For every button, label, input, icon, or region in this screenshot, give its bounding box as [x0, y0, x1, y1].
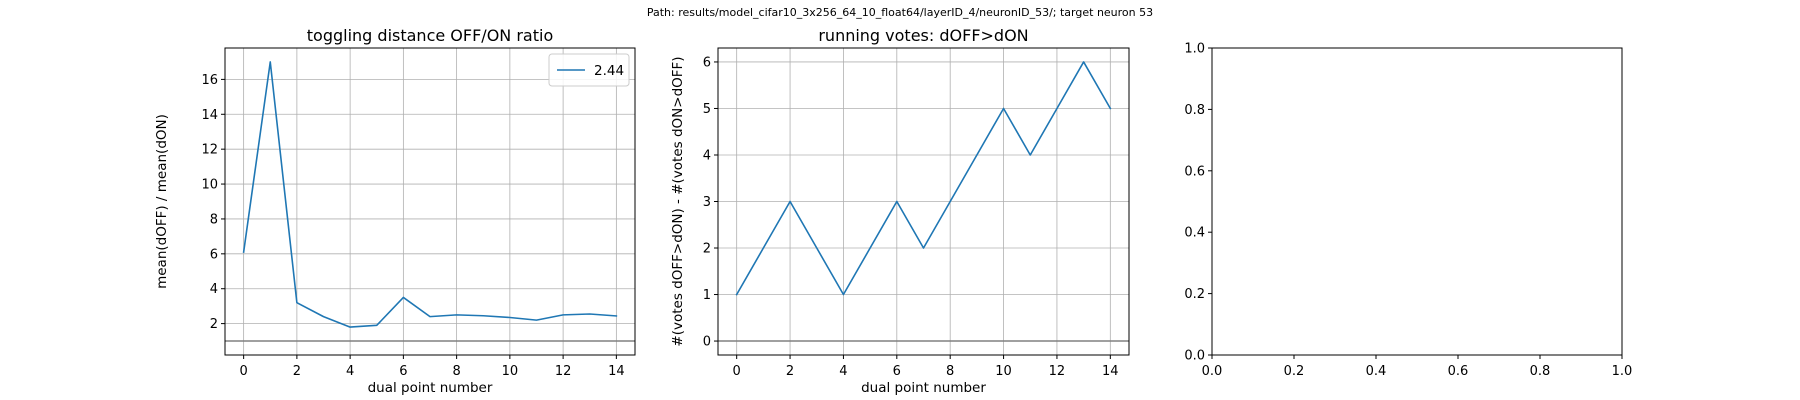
plot-running-votes-ytick-label-6: 6 [703, 55, 711, 70]
plot-empty-xtick-label-5: 1.0 [1612, 364, 1633, 379]
plot-running-votes-title: running votes: dOFF>dON [818, 26, 1028, 45]
plot-toggling-ratio-title: toggling distance OFF/ON ratio [307, 26, 553, 45]
plot-toggling-ratio: toggling distance OFF/ON ratio dual poin… [154, 26, 636, 396]
plot-toggling-ratio-xtick-label-6: 12 [555, 364, 572, 379]
plot-toggling-ratio-xtick-label-2: 4 [346, 364, 354, 379]
plot-toggling-ratio-xlabel: dual point number [368, 380, 493, 396]
plot-empty-ytick-label-5: 1.0 [1184, 42, 1205, 57]
plot-toggling-ratio-xtick-label-1: 2 [293, 364, 301, 379]
plot-toggling-ratio-xtick-label-5: 10 [502, 364, 519, 379]
plot-running-votes-ytick-label-0: 0 [703, 335, 711, 350]
plot-empty-frame [1211, 47, 1623, 356]
plot-running-votes-xtick-label-7: 14 [1102, 364, 1119, 379]
plot-running-votes-ytick-label-5: 5 [703, 102, 711, 117]
plot-empty-ytick-label-2: 0.4 [1184, 226, 1205, 241]
plot-toggling-ratio-ytick-label-1: 4 [210, 282, 218, 297]
plot-empty-xtick-label-2: 0.4 [1366, 364, 1387, 379]
plot-toggling-ratio-ytick-label-7: 16 [201, 73, 218, 88]
plot-running-votes-ytick-label-3: 3 [703, 195, 711, 210]
plot-empty-ytick-label-0: 0.0 [1184, 349, 1205, 364]
plot-running-votes-ytick-label-1: 1 [703, 288, 711, 303]
plot-toggling-ratio-ytick-label-3: 8 [210, 212, 218, 227]
plot-running-votes-ytick-label-2: 2 [703, 242, 711, 257]
plot-running-votes-xtick-label-6: 12 [1049, 364, 1066, 379]
plot-toggling-ratio-ylabel: mean(dOFF) / mean(dON) [154, 114, 170, 289]
plot-toggling-ratio-ytick-label-4: 10 [201, 178, 218, 193]
plot-empty-ytick-label-1: 0.2 [1184, 287, 1205, 302]
plot-running-votes: running votes: dOFF>dON dual point numbe… [670, 26, 1130, 396]
plot-empty-xtick-label-3: 0.6 [1448, 364, 1469, 379]
plot-empty-xtick-label-0: 0.0 [1202, 364, 1223, 379]
plot-running-votes-ylabel: #(votes dOFF>dON) - #(votes dON>dOFF) [670, 56, 686, 346]
plot-toggling-ratio-legend-label: 2.44 [594, 63, 624, 79]
plot-empty-xtick-label-1: 0.2 [1284, 364, 1305, 379]
plot-toggling-ratio-xtick-label-7: 14 [608, 364, 625, 379]
plot-running-votes-xtick-label-1: 2 [786, 364, 794, 379]
plot-running-votes-xtick-label-2: 4 [839, 364, 847, 379]
plot-toggling-ratio-frame [224, 47, 636, 356]
plot-toggling-ratio-xtick-label-3: 6 [399, 364, 407, 379]
plot-toggling-ratio-ytick-label-5: 12 [201, 143, 218, 158]
plot-toggling-ratio-series-line-0 [242, 61, 618, 328]
plot-toggling-ratio-ytick-label-6: 14 [201, 108, 218, 123]
plot-empty-ytick-label-4: 0.8 [1184, 103, 1205, 118]
plot-running-votes-xtick-label-0: 0 [733, 364, 741, 379]
plot-toggling-ratio-legend [548, 53, 630, 87]
plot-empty-xtick-label-4: 0.8 [1530, 364, 1551, 379]
plot-running-votes-xtick-label-5: 10 [995, 364, 1012, 379]
plot-empty: 0.0 0.2 0.4 0.6 0.8 1.0 0.0 0.2 0.4 0.6 0.8 1.0 [1184, 42, 1632, 380]
plot-running-votes-xtick-label-4: 8 [946, 364, 954, 379]
plot-running-votes-series-line-0 [735, 61, 1112, 296]
plot-empty-ytick-label-3: 0.6 [1184, 164, 1205, 179]
plot-toggling-ratio-xtick-label-0: 0 [239, 364, 247, 379]
plot-running-votes-xtick-label-3: 6 [893, 364, 901, 379]
plot-toggling-ratio-ytick-label-2: 6 [210, 247, 218, 262]
figure-suptitle: Path: results/model_cifar10_3x256_64_10_… [647, 6, 1153, 19]
plot-toggling-ratio-ytick-label-0: 2 [210, 317, 218, 332]
plot-running-votes-xlabel: dual point number [861, 380, 986, 396]
plot-toggling-ratio-xtick-label-4: 8 [452, 364, 460, 379]
plot-running-votes-ytick-label-4: 4 [703, 148, 711, 163]
